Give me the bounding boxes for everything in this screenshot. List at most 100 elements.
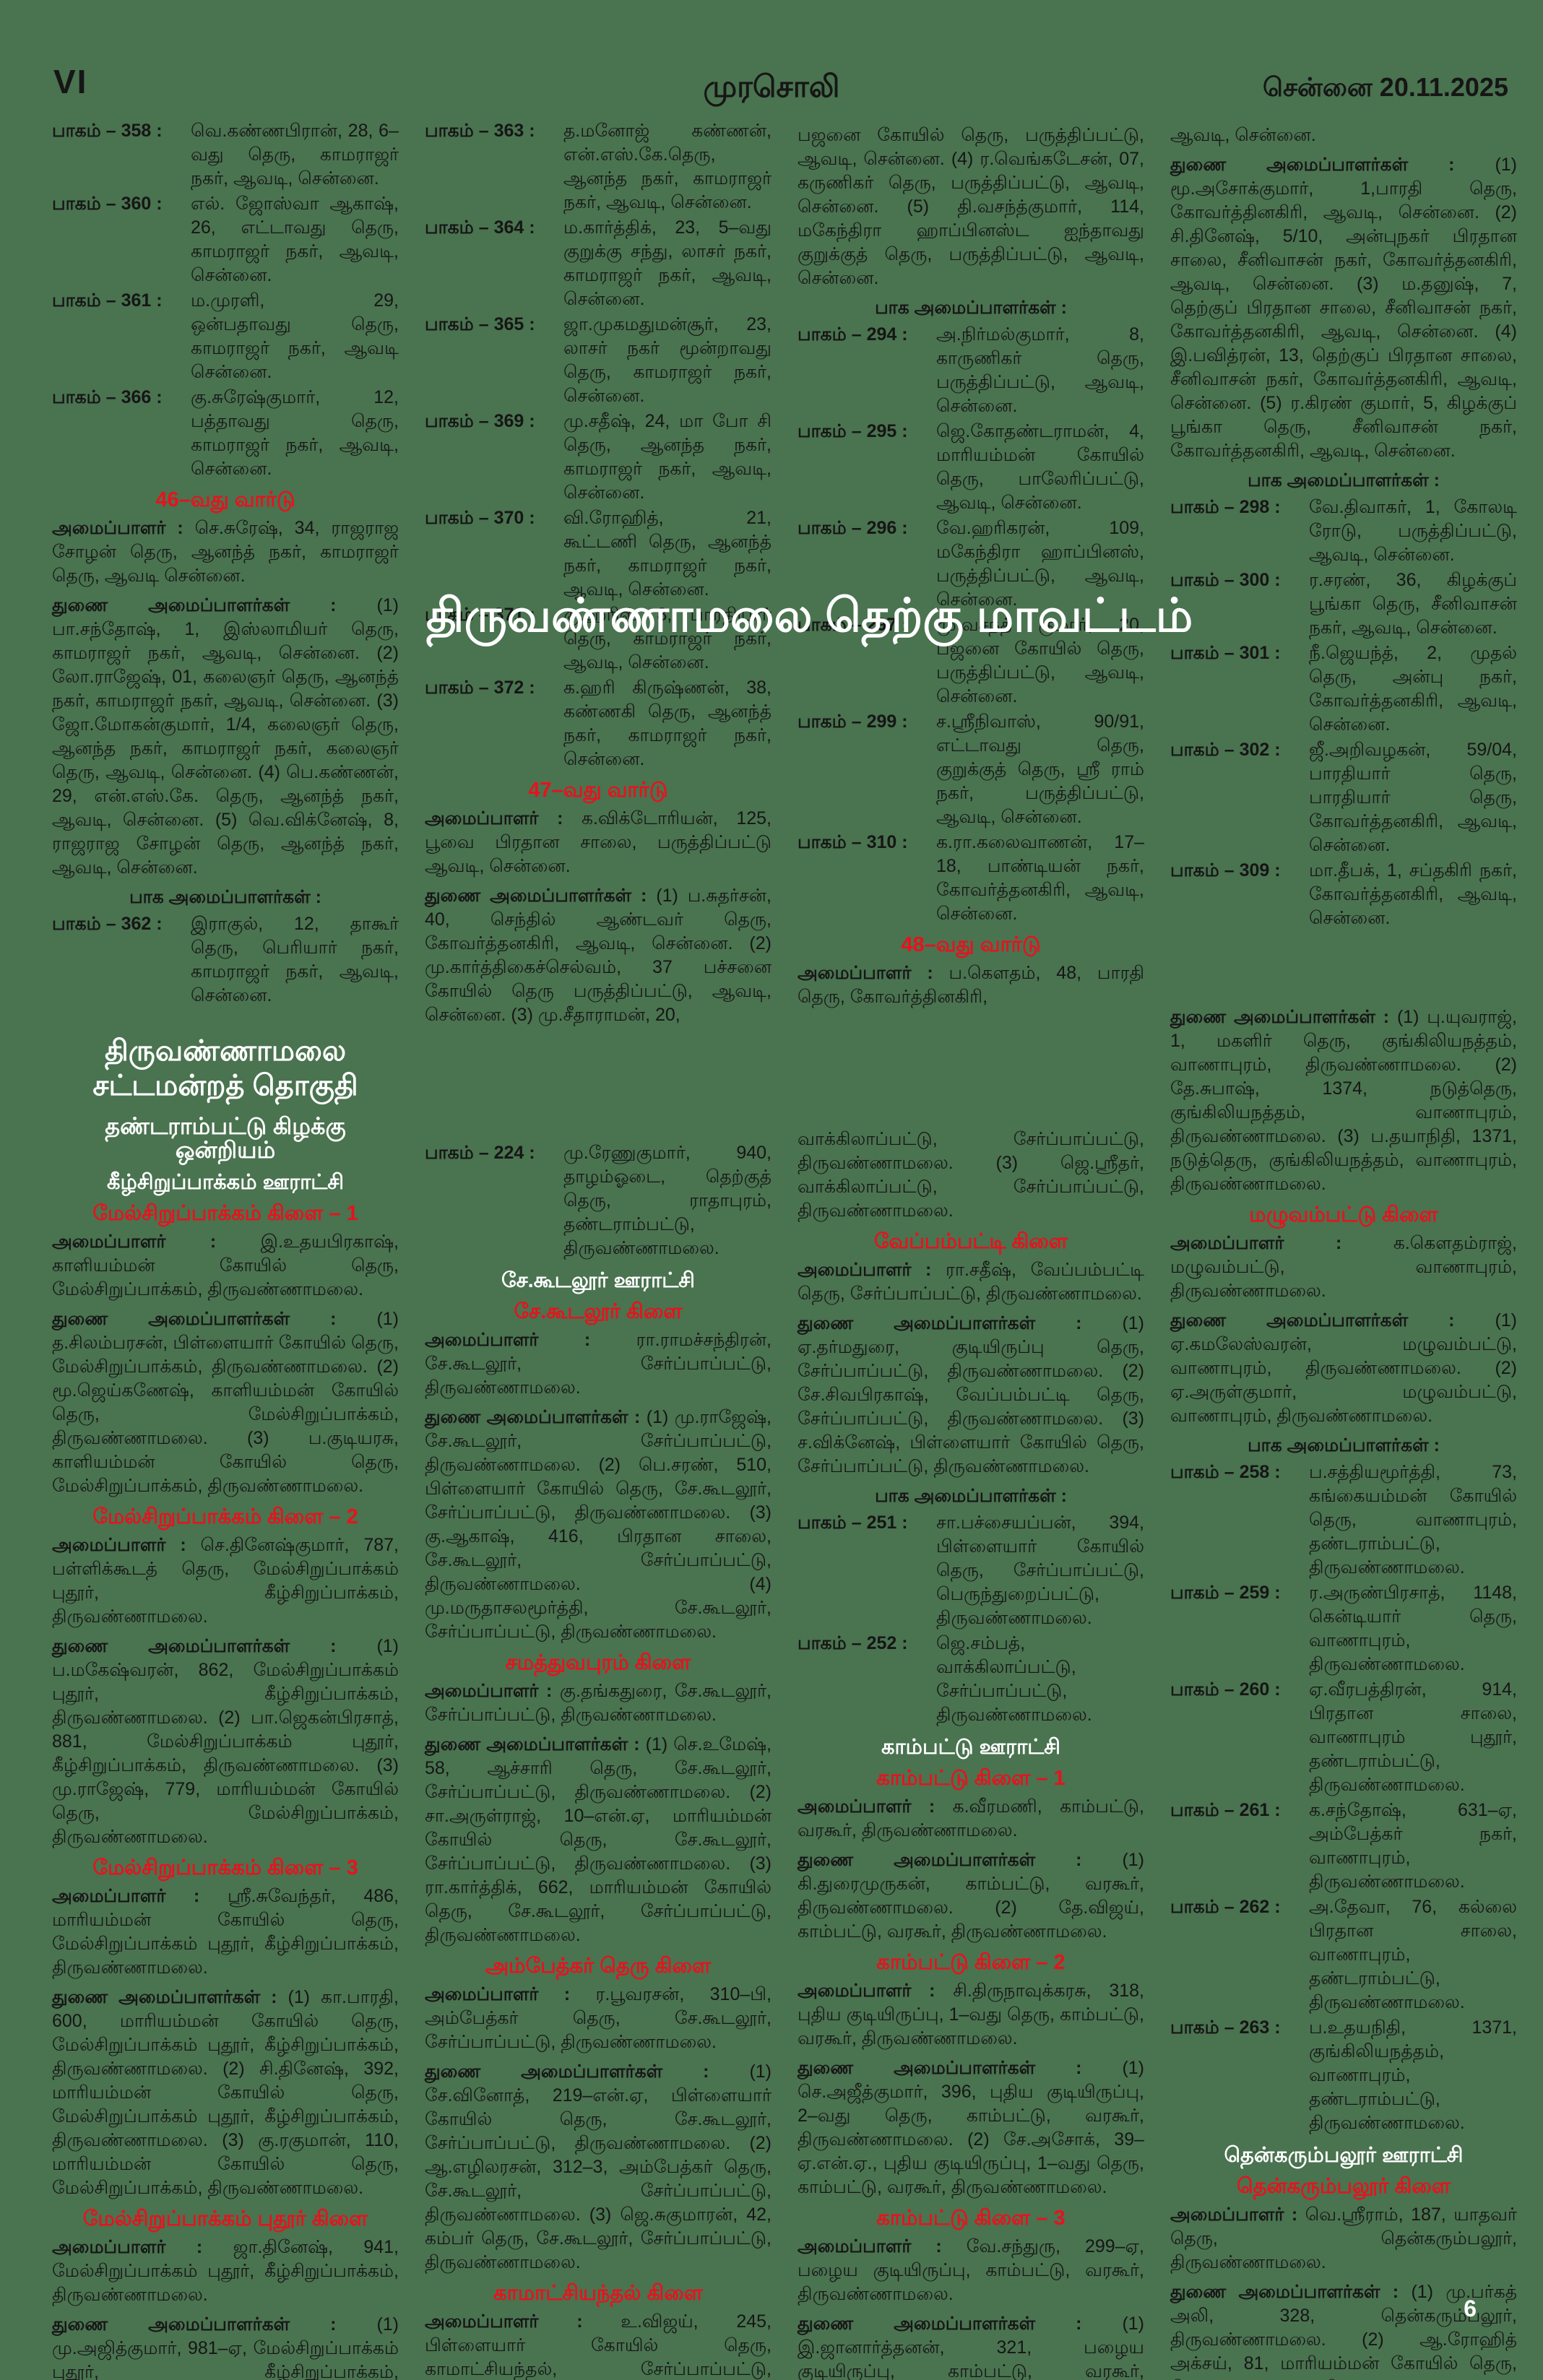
branch-heading: காம்பட்டு கிளை – 3 <box>876 2207 1066 2230</box>
part-entry: பாகம் – 299 : ச.ஸ்ரீநிவாஸ், 90/91, எட்டாவ… <box>798 710 1144 829</box>
part-entry: பாகம் – 302 : ஜீ.அறிவழகன், 59/04, பாரதியா… <box>1170 738 1517 857</box>
entry-label: பாகம் – 310 : <box>798 832 908 852</box>
organizer-paragraph: துணை அமைப்பாளர்கள் : (1) மு.ராஜேஷ், சே.க… <box>425 1407 772 1642</box>
part-entry: பாகம் – 362 : இராகுல், 12, தாகூர் தெரு, ப… <box>52 912 399 1008</box>
organizer-lead: துணை அமைப்பாளர்கள் : <box>52 595 377 615</box>
panchayat-heading: காம்பட்டு ஊராட்சி <box>881 1736 1061 1759</box>
part-entry: பாகம் – 259 : ர.அருண்பிரசாத், 1148, கென்ட… <box>1170 1581 1517 1676</box>
entry-label: பாகம் – 263 : <box>1170 2017 1281 2038</box>
column-3: பஜனை கோயில் தெரு, பருத்திப்பட்டு, ஆவடி, … <box>798 119 1144 2380</box>
organizer-lead: அமைப்பாளர் : <box>52 1232 261 1252</box>
organizer-paragraph: அமைப்பாளர் : சி.திருநாவுக்கரசு, 318, புத… <box>798 1981 1144 2048</box>
part-entry: பாகம் – 298 : வே.திவாகர், 1, கோலடி ரோடு, … <box>1170 496 1517 567</box>
part-entry: பாகம் – 224 : மு.ரேணுகுமார், 940, தாழம்ஓட… <box>425 1141 772 1260</box>
organizer-paragraph: துணை அமைப்பாளர்கள் : (1) ப.மகேஷ்வரன், 86… <box>52 1636 399 1847</box>
entry-label: பாகம் – 224 : <box>425 1143 535 1163</box>
entry-text: ஜெ.சம்பத், வாக்கிலாப்பட்டு, சேர்ப்பாப்பட… <box>936 1633 1092 1725</box>
entry-label: பாகம் – 295 : <box>798 421 908 441</box>
district-heading: திருவண்ணாமலை தெற்கு மாவட்டம் <box>426 589 1193 641</box>
part-entry: பாகம் – 310 : க.ரா.கலைவாணன், 17–18, பாண்ட… <box>798 831 1144 926</box>
entry-label: பாகம் – 252 : <box>798 1633 908 1653</box>
organizer-paragraph: துணை அமைப்பாளர்கள் : (1) இ.ஜானார்த்தனன்,… <box>798 2314 1144 2380</box>
column-2: பாகம் – 363 : த.மனோஜ் கண்ணன், என்.எஸ்.கே.… <box>425 119 772 2380</box>
part-entry: பாகம் – 263 : ப.உதயநிதி, 1371, குங்கிலியந… <box>1170 2016 1517 2135</box>
organizer-lead: துணை அமைப்பாளர்கள் : <box>52 1636 377 1656</box>
branch-heading: சமத்துவபுரம் கிளை <box>505 1651 691 1674</box>
entry-label: பாகம் – 302 : <box>1170 740 1281 760</box>
organizer-paragraph: துணை அமைப்பாளர்கள் : (1) பா.சந்தோஷ், 1, … <box>52 595 399 878</box>
organizer-paragraph: துணை அமைப்பாளர்கள் : (1) கி.துரைமுருகன்,… <box>798 1850 1144 1942</box>
panchayat-heading: சே.கூடலூர் ஊராட்சி <box>501 1269 695 1292</box>
entry-text: அ.நிர்மல்குமார், 8, காருணிகர் தெரு, பருத… <box>936 324 1144 416</box>
entry-text: க.ரா.கலைவாணன், 17–18, பாண்டியன் நகர், கோ… <box>936 832 1144 924</box>
organizer-lead: துணை அமைப்பாளர்கள் : <box>1170 1310 1495 1330</box>
masthead-title: முரசொலி <box>703 69 840 103</box>
entry-label: பாகம் – 364 : <box>425 217 535 238</box>
organizer-paragraph: துணை அமைப்பாளர்கள் : (1) த.சிலம்பரசன், ப… <box>52 1309 399 1496</box>
entry-text: ச.ஸ்ரீநிவாஸ், 90/91, எட்டாவது தெரு, குறு… <box>936 711 1144 827</box>
organizer-lead: துணை அமைப்பாளர்கள் : <box>798 1850 1123 1870</box>
entry-text: நீ.ஜெயந்த், 2, முதல் தெரு, அன்பு நகர், க… <box>1309 643 1517 735</box>
organizer-lead: அமைப்பாளர் : <box>425 1984 596 2004</box>
entry-text: ம.கார்த்திக், 23, 5–வது குறுக்கு சந்து, … <box>563 217 772 309</box>
entry-text: மு.ரேணுகுமார், 940, தாழம்ஓடை, தெற்குத் த… <box>563 1143 772 1258</box>
entry-text: த.மனோஜ் கண்ணன், என்.எஸ்.கே.தெரு, ஆனந்த ந… <box>563 121 772 212</box>
organizer-paragraph: அமைப்பாளர் : உ.விஜய், 245, பிள்ளையார் கோ… <box>425 2311 772 2379</box>
assembly-heading: திருவண்ணாமலை சட்டமன்றத் தொகுதி <box>92 1035 358 1102</box>
organizer-lead: துணை அமைப்பாளர்கள் : <box>798 2058 1123 2078</box>
organizer-paragraph: அமைப்பாளர் : ப.கௌதம், 48, பாரதி தெரு, கோ… <box>798 963 1144 1007</box>
organizer-paragraph: துணை அமைப்பாளர்கள் : (1) ஏ.தர்மதுரை, குட… <box>798 1313 1144 1476</box>
part-entry: பாகம் – 294 : அ.நிர்மல்குமார், 8, காருணிக… <box>798 323 1144 418</box>
column-4: ஆவடி, சென்னை. துணை அமைப்பாளர்கள் : (1) மூ… <box>1170 119 1517 2380</box>
organizer-paragraph: துணை அமைப்பாளர்கள் : (1) பு.யுவராஜ், 1, … <box>1170 1007 1517 1194</box>
part-entry: பாகம் – 262 : அ.தேவா, 76, கல்லை பிரதான சா… <box>1170 1895 1517 2015</box>
part-entry: பாகம் – 372 : க.ஹரி கிருஷ்ணன், 38, கண்ணகி… <box>425 676 772 771</box>
organizer-paragraph: அமைப்பாளர் : செ.தினேஷ்குமார், 787, பள்ளி… <box>52 1535 399 1627</box>
entry-label: பாகம் – 372 : <box>425 678 535 698</box>
entry-label: பாகம் – 299 : <box>798 711 908 732</box>
entry-text: கு.சுரேஷ்குமார், 12, பத்தாவது தெரு, காமர… <box>191 387 399 479</box>
organizer-lead: துணை அமைப்பாளர்கள் : <box>798 1313 1123 1333</box>
entry-text: அ.தேவா, 76, கல்லை பிரதான சாலை, வாணாபுரம்… <box>1309 1897 1517 2012</box>
organizer-lead: துணை அமைப்பாளர்கள் : <box>1170 1007 1397 1027</box>
entry-text: வே.ஹரிகரன், 109, மகேந்திரா ஹாப்பினஸ், பர… <box>936 518 1144 610</box>
organizer-lead: அமைப்பாளர் : <box>425 2311 621 2332</box>
organizer-lead: அமைப்பாளர் : <box>798 963 949 983</box>
entry-label: பாகம் – 361 : <box>52 290 163 311</box>
organizer-lead: துணை அமைப்பாளர்கள் : <box>425 1734 646 1754</box>
entry-label: பாகம் – 297 : <box>798 615 908 635</box>
entry-text: கு.ஹரிஸ் 8, பாரதியார் தெரு, காமராஜர் நகர… <box>563 605 772 672</box>
organizer-lead: அமைப்பாளர் : <box>425 1681 560 1701</box>
organizer-paragraph: அமைப்பாளர் : வெ.ஸ்ரீராம், 187, யாதவர் தெ… <box>1170 2204 1517 2272</box>
entry-text: வே.திவாகர், 1, கோலடி ரோடு, பருத்திப்பட்ட… <box>1309 497 1517 565</box>
organizer-lead: துணை அமைப்பாளர்கள் : <box>425 886 657 906</box>
organizer-paragraph: துணை அமைப்பாளர்கள் : (1) செ.அஜீத்குமார்,… <box>798 2058 1144 2197</box>
organizer-paragraph: அமைப்பாளர் : வே.சந்துரு, 299–ஏ, பழைய குட… <box>798 2236 1145 2304</box>
entry-label: பாகம் – 296 : <box>798 518 908 538</box>
branch-heading: மேல்சிறுப்பாக்கம் கிளை – 1 <box>92 1202 358 1225</box>
entry-text: க.ஹரி கிருஷ்ணன், 38, கண்ணகி தெரு, ஆனந்த்… <box>563 678 772 769</box>
spacer <box>1170 932 1517 1001</box>
organizer-paragraph: அமைப்பாளர் : ரா.ராமச்சந்திரன், சே.கூடலூர… <box>425 1330 772 1398</box>
branch-heading: மேல்சிறுப்பாக்கம் கிளை – 2 <box>92 1505 358 1528</box>
entry-text: வி.ரோஹித், 21, கூட்டணி தெரு, ஆனந்த் நகர்… <box>563 508 772 600</box>
branch-heading: 48–வது வார்டு <box>901 933 1041 956</box>
panchayat-heading: கீழ்சிறுப்பாக்கம் ஊராட்சி <box>106 1171 345 1194</box>
organizer-lead: துணை அமைப்பாளர்கள் : <box>425 2061 750 2082</box>
entry-label: பாகம் – 362 : <box>52 914 163 934</box>
part-entry: பாகம் – 363 : த.மனோஜ் கண்ணன், என்.எஸ்.கே.… <box>425 119 772 215</box>
part-organizers-heading: பாக அமைப்பாளர்கள் : <box>875 298 1067 318</box>
part-entry: பாகம் – 371 : கு.ஹரிஸ் 8, பாரதியார் தெரு,… <box>425 603 772 675</box>
entry-label: பாகம் – 259 : <box>1170 1583 1281 1603</box>
organizer-lead: அமைப்பாளர் : <box>798 1260 946 1280</box>
organizer-lead: துணை அமைப்பாளர்கள் : <box>52 2314 377 2334</box>
part-entry: பாகம் – 361 : ம.முரளி, 29, ஒன்பதாவது தெரு… <box>52 289 399 384</box>
branch-heading: 46–வது வார்டு <box>155 488 295 511</box>
part-entry: பாகம் – 258 : ப.சத்தியமூர்த்தி, 73, கங்கை… <box>1170 1461 1517 1580</box>
organizer-paragraph: துணை அமைப்பாளர்கள் : (1) ப.சுதர்சன், 40,… <box>425 886 772 1025</box>
entry-text: மு.சதீஷ், 24, மா போ சி தெரு, ஆனந்த நகர்,… <box>563 411 772 503</box>
part-entry: பாகம் – 261 : க.சந்தோஷ், 631–ஏ, அம்பேத்கர… <box>1170 1799 1517 1894</box>
part-entry: பாகம் – 260 : ஏ.வீரபத்திரன், 914, பிரதான … <box>1170 1678 1517 1797</box>
part-organizers-heading: பாக அமைப்பாளர்கள் : <box>1248 1435 1440 1455</box>
organizer-paragraph: அமைப்பாளர் : ர.பூவரசன், 310–பி, அம்பேத்க… <box>425 1984 772 2052</box>
